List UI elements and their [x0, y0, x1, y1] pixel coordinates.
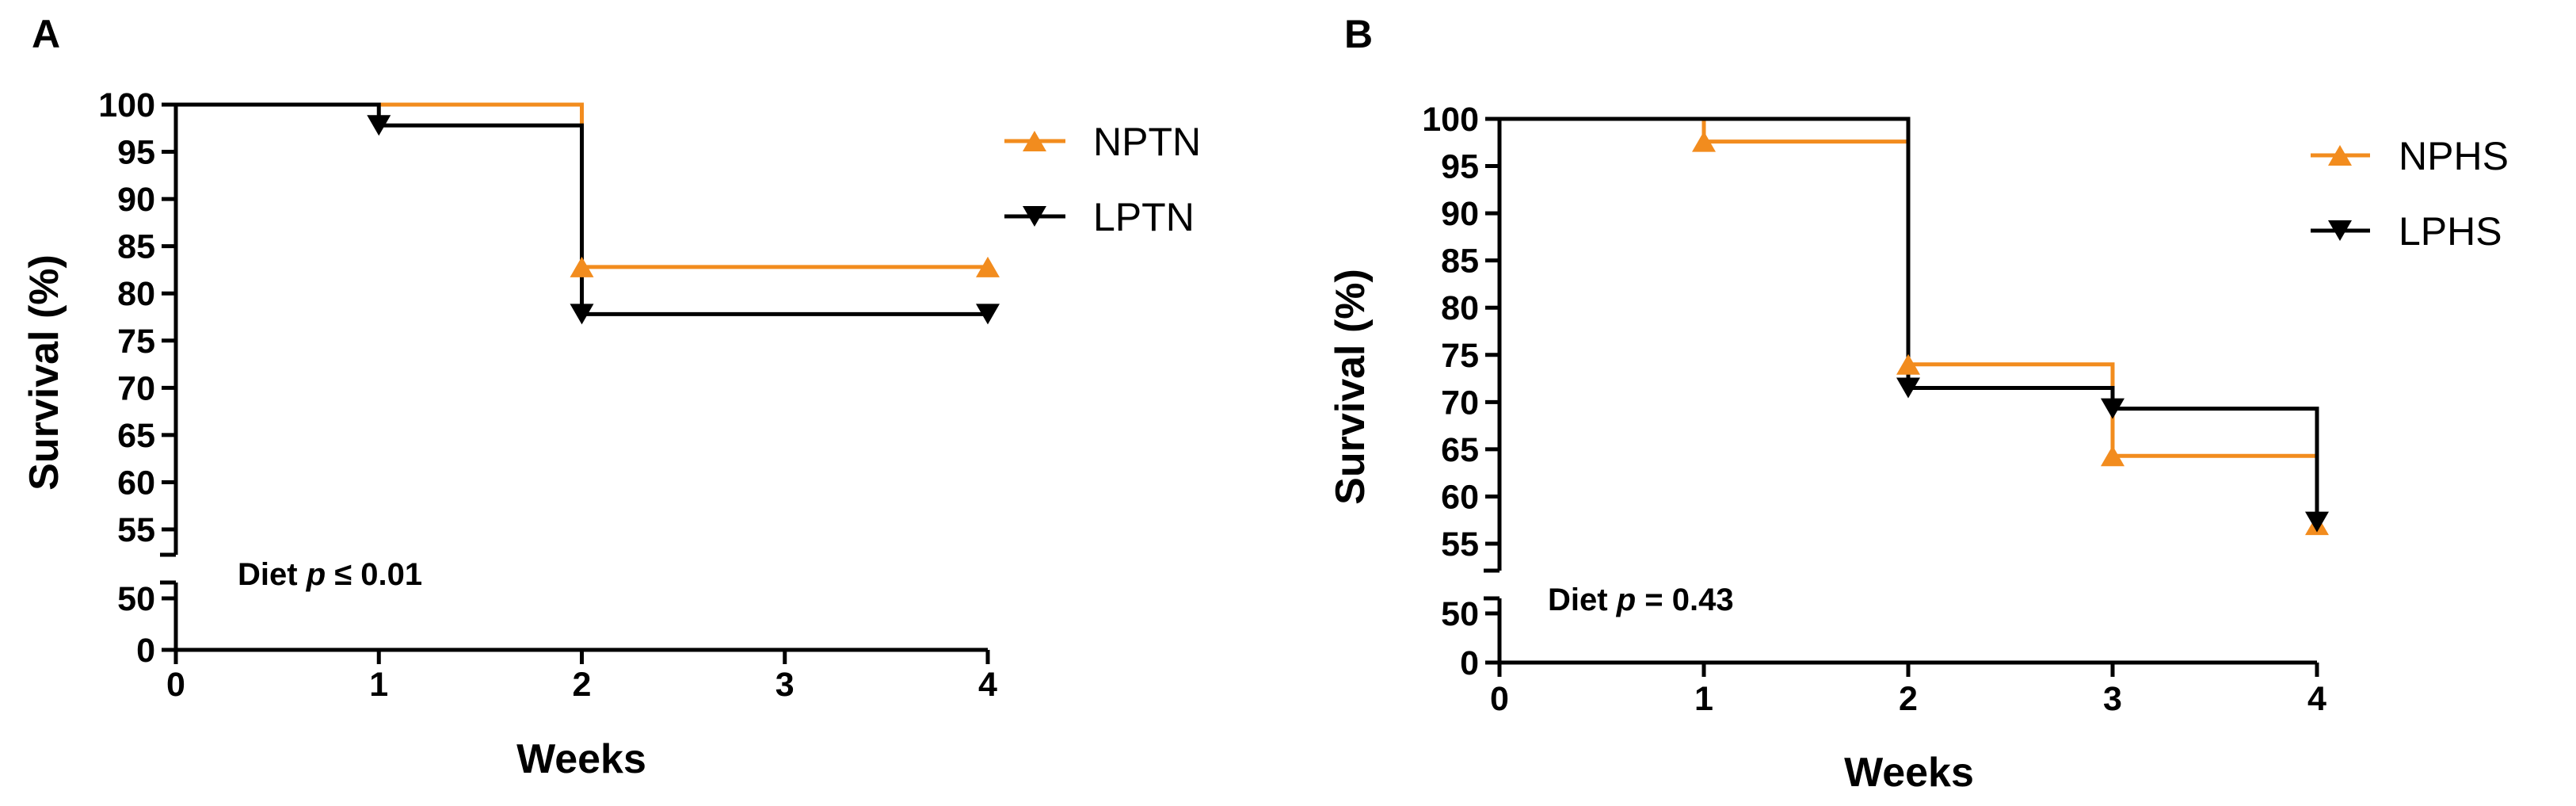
panel-b-axes: 55 60 65 70 75 80 85 90 95 100 0 50 0 1 2 3 4 [1422, 101, 2326, 718]
y-tick-label: 55 [117, 511, 155, 549]
marker-lptn-triangle-down [570, 304, 594, 325]
annotation-prefix: Diet [238, 557, 307, 592]
y-tick-label: 85 [1441, 243, 1479, 281]
y-tick-label: 65 [117, 417, 155, 455]
x-tick-label: 4 [978, 666, 997, 704]
marker-lptn-triangle-down [367, 115, 391, 136]
panel-label-a: A [32, 12, 60, 56]
panel-a-p-value-annotation: Diet p ≤ 0.01 [238, 557, 422, 592]
y-tick-label: 75 [117, 323, 155, 361]
panel-b-series [1499, 117, 2319, 525]
panel-a: A 55 60 65 70 75 80 85 90 95 100 0 50 0 1 2 3 4 Weeks Su… [21, 12, 1201, 782]
legend-marker-triangle-up [2328, 145, 2352, 166]
y-tick-label: 90 [117, 181, 155, 219]
legend-entry-lptn: LPTN [1004, 195, 1195, 239]
y-tick-label: 100 [98, 86, 155, 124]
y-tick-label: 50 [117, 580, 155, 618]
x-tick-label: 1 [369, 666, 388, 704]
y-tick-label: 65 [1441, 431, 1479, 469]
annotation-value: ≤ 0.01 [326, 557, 422, 592]
annotation-value: = 0.43 [1636, 583, 1733, 617]
marker-nptn-triangle-up [570, 256, 594, 277]
y-tick-label: 55 [1441, 525, 1479, 563]
y-tick-label: 85 [117, 228, 155, 266]
series-line-lptn [176, 102, 988, 316]
y-tick-label: 0 [1460, 644, 1479, 682]
y-tick-label: 60 [1441, 478, 1479, 516]
marker-lptn-triangle-down [976, 304, 1000, 325]
series-line-lphs [1499, 117, 2319, 522]
panel-a-markers [367, 115, 1000, 325]
y-tick-label: 50 [1441, 595, 1479, 633]
marker-nptn-triangle-up [976, 256, 1000, 277]
y-tick-label: 80 [1441, 289, 1479, 327]
x-tick-label: 2 [573, 666, 592, 704]
annotation-variable: p [1616, 583, 1636, 617]
y-tick-label: 100 [1422, 101, 1479, 139]
legend-label-lphs: LPHS [2399, 209, 2502, 254]
legend-marker-triangle-down [1023, 206, 1046, 227]
x-tick-label: 0 [1490, 680, 1509, 718]
marker-lphs-triangle-down [2101, 398, 2124, 419]
x-tick-label: 4 [2307, 680, 2326, 718]
annotation-prefix: Diet [1548, 583, 1617, 617]
y-tick-label: 70 [1441, 384, 1479, 422]
panel-b-y-axis-title: Survival (%) [1328, 269, 1374, 505]
marker-nphs-triangle-up [1896, 353, 1920, 375]
panel-b-x-axis-title: Weeks [1844, 750, 1974, 796]
panel-a-x-axis-title: Weeks [516, 736, 646, 782]
marker-lphs-triangle-down [1896, 377, 1920, 399]
marker-nphs-triangle-up [1692, 131, 1716, 152]
legend-marker-triangle-up [1023, 131, 1046, 151]
x-tick-label: 1 [1694, 680, 1713, 718]
panel-label-b: B [1344, 12, 1373, 56]
x-tick-label: 3 [775, 666, 795, 704]
y-tick-label: 70 [117, 369, 155, 407]
panel-b-markers [1692, 131, 2329, 536]
annotation-variable: p [306, 557, 326, 592]
panel-b-p-value-annotation: Diet p = 0.43 [1548, 583, 1734, 617]
x-tick-label: 0 [166, 666, 185, 704]
y-tick-label: 95 [117, 134, 155, 172]
y-tick-label: 60 [117, 464, 155, 502]
panel-a-series [176, 102, 988, 316]
panel-a-legend: NPTN LPTN [1004, 120, 1201, 239]
legend-label-lptn: LPTN [1093, 195, 1195, 239]
y-tick-label: 95 [1441, 148, 1479, 186]
x-tick-label: 2 [1899, 680, 1918, 718]
y-tick-label: 75 [1441, 337, 1479, 375]
y-tick-label: 80 [117, 275, 155, 313]
legend-entry-lphs: LPHS [2311, 209, 2502, 254]
legend-entry-nptn: NPTN [1004, 120, 1201, 164]
legend-label-nptn: NPTN [1093, 120, 1201, 164]
panel-b-legend: NPHS LPHS [2311, 134, 2509, 254]
x-tick-label: 3 [2103, 680, 2122, 718]
marker-nphs-triangle-up [2101, 445, 2124, 467]
panel-a-y-axis-title: Survival (%) [21, 254, 67, 491]
panel-b: B 55 60 65 70 75 80 85 90 95 100 0 50 0 1 2 3 4 Weeks Su… [1328, 12, 2509, 796]
marker-lphs-triangle-down [2305, 511, 2329, 533]
panel-a-axes: 55 60 65 70 75 80 85 90 95 100 0 50 0 1 2 3 4 [98, 86, 997, 704]
legend-marker-triangle-down [2328, 220, 2352, 241]
y-tick-label: 0 [136, 632, 155, 670]
legend-label-nphs: NPHS [2399, 134, 2509, 178]
y-tick-label: 90 [1441, 195, 1479, 233]
legend-entry-nphs: NPHS [2311, 134, 2509, 178]
